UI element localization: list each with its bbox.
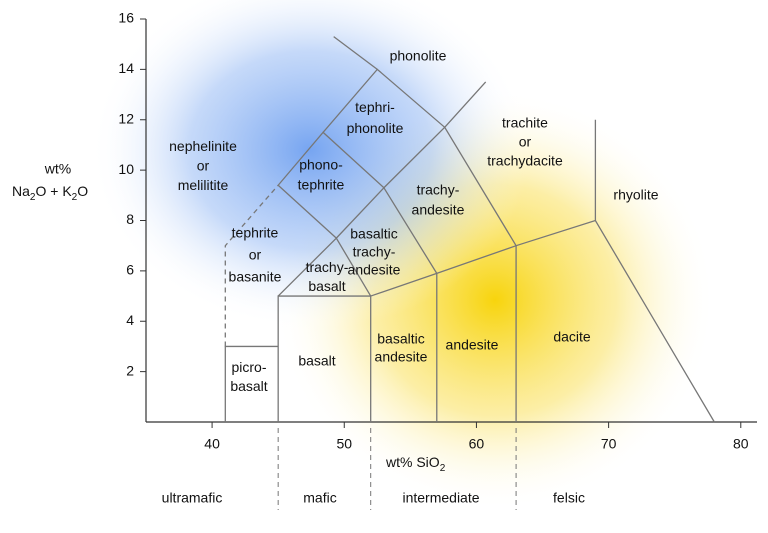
region-label: or [197, 158, 210, 174]
region-label: trachy- [353, 244, 396, 260]
region-label: rhyolite [613, 187, 658, 203]
region-label: trachite [502, 115, 548, 131]
y-axis-title: Na2O + K2O [12, 183, 88, 203]
y-title-text: Na [12, 183, 30, 199]
x-tick-label: 40 [204, 436, 220, 452]
y-tick-label: 6 [126, 262, 134, 278]
x-tick-label: 50 [336, 436, 352, 452]
y-tick-label: 2 [126, 362, 134, 378]
region-label: trachydacite [487, 153, 563, 169]
x-tick-label: 80 [733, 436, 749, 452]
region-label: tephri- [355, 99, 395, 115]
x-tick-label: 70 [601, 436, 617, 452]
region-label: andesite [446, 337, 499, 353]
region-label: tephrite [232, 225, 279, 241]
region-label: trachy- [306, 259, 349, 275]
region-label: basalt [308, 278, 345, 294]
region-label: phonolite [347, 120, 404, 136]
y-tick-label: 10 [118, 161, 134, 177]
y-tick-label: 8 [126, 211, 134, 227]
y-tick-label: 4 [126, 312, 134, 328]
field-boundary [277, 184, 337, 239]
region-label: picro- [231, 359, 266, 375]
region-label: basaltic [350, 226, 397, 242]
y-title-sub: 2 [30, 192, 36, 203]
field-boundary [444, 81, 487, 128]
region-label: phonolite [390, 48, 447, 64]
x-title-sub: 2 [440, 463, 446, 474]
y-tick-label: 12 [118, 110, 134, 126]
region-label: andesite [375, 349, 428, 365]
y-title-text: O [77, 183, 88, 199]
class-label: felsic [553, 490, 585, 506]
alkaline-glow [90, 0, 530, 330]
y-tick-label: 16 [118, 10, 134, 26]
y-tick-label: 14 [118, 60, 134, 76]
region-label: or [519, 134, 532, 150]
x-tick-label: 60 [469, 436, 485, 452]
region-label: or [249, 247, 262, 263]
region-label: tephrite [298, 177, 345, 193]
region-label: trachy- [417, 182, 460, 198]
field-boundary [224, 184, 279, 347]
region-label: phono- [299, 157, 343, 173]
class-label: intermediate [402, 490, 479, 506]
region-label: andesite [348, 262, 401, 278]
y-title-text: O + K [35, 183, 72, 199]
region-label: dacite [553, 329, 591, 345]
region-label: basalt [230, 378, 267, 394]
region-label: andesite [412, 202, 465, 218]
region-label: melilitite [178, 177, 229, 193]
region-label: basalt [298, 353, 335, 369]
class-label: mafic [303, 490, 336, 506]
class-label: ultramafic [162, 490, 223, 506]
field-boundary [333, 36, 378, 70]
y-title-sub: 2 [72, 192, 78, 203]
region-label: basaltic [377, 331, 424, 347]
x-axis-title: wt% SiO2 [385, 454, 446, 474]
x-title-text: wt% SiO [385, 454, 440, 470]
region-label: basanite [229, 269, 282, 285]
region-label: nephelinite [169, 138, 237, 154]
field-boundary [277, 295, 372, 422]
y-axis-title: wt% [44, 161, 71, 177]
